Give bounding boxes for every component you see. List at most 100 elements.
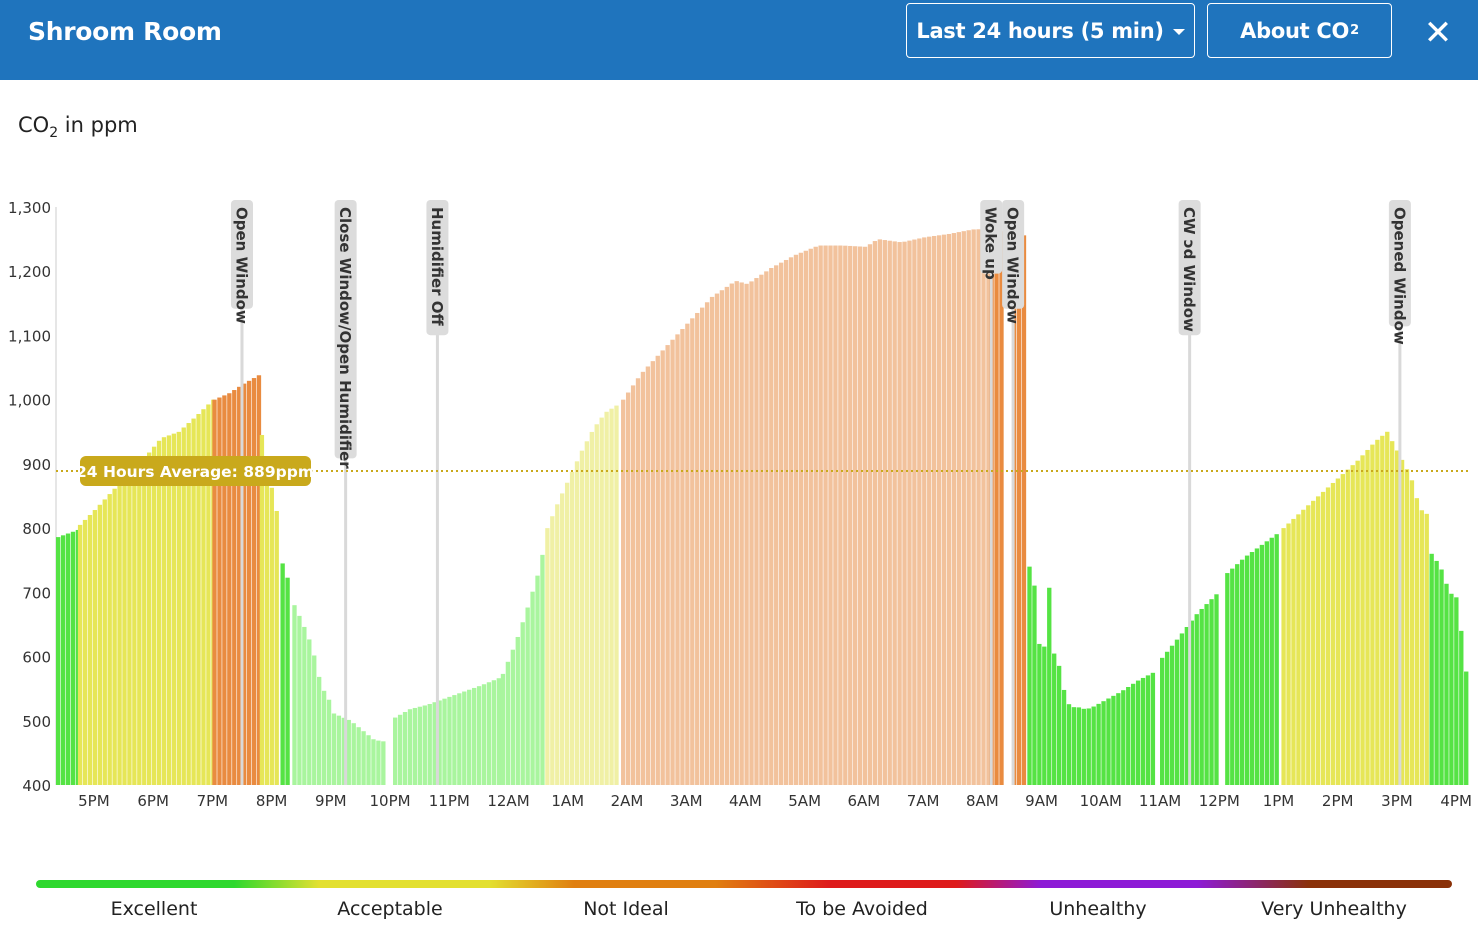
co2-bar	[171, 433, 177, 785]
co2-bar	[986, 228, 991, 785]
event-marker-label: Opened Window	[1390, 207, 1408, 345]
co2-bar	[412, 707, 418, 785]
co2-bar	[361, 731, 366, 785]
co2-bar	[56, 537, 61, 785]
co2-bar	[1076, 707, 1082, 785]
x-tick-label: 5AM	[788, 792, 821, 810]
co2-bar	[217, 397, 222, 785]
co2-bar	[381, 741, 386, 785]
co2-bar	[346, 719, 351, 785]
co2-bar	[307, 639, 312, 785]
co2-bar	[739, 282, 744, 785]
co2-bar	[500, 673, 506, 785]
x-tick-label: 1PM	[1263, 792, 1295, 810]
co2-bar	[356, 727, 361, 785]
co2-bar	[660, 350, 665, 785]
co2-bar	[510, 649, 516, 785]
co2-bar	[788, 257, 794, 785]
event-marker-label: CW ɔd Window	[1180, 207, 1198, 332]
co2-bar	[729, 283, 734, 785]
y-tick-label: 900	[22, 456, 51, 474]
co2-bar	[1444, 583, 1449, 785]
co2-bar	[1071, 707, 1077, 785]
co2-bar	[264, 461, 270, 785]
co2-bar	[621, 399, 626, 785]
co2-bar	[690, 318, 695, 785]
co2-bar	[665, 345, 670, 785]
co2-bar	[936, 235, 942, 785]
co2-bar	[1330, 482, 1336, 785]
event-marker-tag	[980, 200, 1003, 274]
x-tick-label: 1AM	[551, 792, 584, 810]
header-bar: Shroom Room Last 24 hours (5 min) About …	[0, 0, 1478, 80]
co2-bar	[237, 386, 242, 785]
scale-label-excellent: Excellent	[110, 898, 198, 920]
scale-label-very-unhealthy: Very Unhealthy	[1261, 898, 1407, 920]
co2-bar	[1360, 455, 1365, 785]
x-tick-label: 5PM	[78, 792, 110, 810]
co2-bar	[481, 684, 487, 785]
co2-bar	[719, 290, 725, 785]
co2-bar	[336, 715, 342, 785]
co2-bar	[1106, 698, 1111, 785]
co2-bar	[774, 265, 779, 786]
co2-bar	[1032, 585, 1037, 785]
co2-bar	[321, 690, 327, 785]
about-label: About CO	[1240, 18, 1350, 43]
co2-bar	[432, 702, 437, 785]
co2-bar	[655, 355, 660, 785]
co2-bar	[1434, 560, 1439, 785]
co2-bar	[635, 378, 641, 785]
co2-bar	[724, 286, 730, 785]
quality-scale-bar	[36, 880, 1452, 888]
y-tick-label: 600	[22, 649, 51, 667]
co2-bar	[486, 682, 492, 785]
co2-bar	[862, 246, 868, 785]
co2-bar	[1121, 690, 1126, 785]
co2-bar	[1340, 474, 1345, 785]
scale-label-unhealthy: Unhealthy	[1049, 898, 1147, 920]
event-marker-tag	[1388, 200, 1411, 327]
co2-bar	[609, 408, 614, 785]
event-marker-label: Close Window/Open Humidifier	[336, 207, 354, 469]
co2-bar	[151, 446, 157, 785]
co2-bar	[491, 680, 497, 785]
co2-bar	[994, 230, 999, 785]
co2-bar	[112, 488, 117, 785]
co2-bar	[1355, 460, 1360, 785]
co2-bar	[274, 510, 279, 785]
co2-bar	[520, 622, 525, 785]
co2-bar	[331, 713, 337, 785]
x-tick-label: 3PM	[1381, 792, 1413, 810]
co2-bar	[467, 689, 472, 785]
co2-bar	[584, 441, 590, 785]
x-tick-label: 11PM	[429, 792, 470, 810]
co2-bar	[882, 240, 887, 786]
unit-suffix: in ppm	[58, 113, 138, 137]
co2-bar	[302, 626, 307, 785]
time-range-dropdown[interactable]: Last 24 hours (5 min)	[906, 3, 1195, 58]
co2-bar	[437, 700, 442, 785]
co2-bar	[1081, 708, 1086, 785]
co2-bar	[1350, 465, 1355, 785]
co2-bar	[1230, 568, 1235, 785]
co2-bar	[1419, 510, 1424, 785]
co2-bar	[1047, 587, 1052, 785]
co2-bar	[897, 242, 902, 786]
co2-bar	[670, 339, 675, 785]
co2-bar	[1130, 683, 1136, 785]
co2-bar	[1385, 431, 1390, 785]
co2-bar	[1145, 675, 1151, 785]
co2-bar	[1439, 569, 1444, 785]
co2-bar	[902, 241, 907, 785]
co2-bar	[1194, 614, 1199, 785]
co2-bar	[156, 440, 162, 785]
co2-bar	[1209, 599, 1214, 785]
co2-bar	[1269, 537, 1274, 785]
event-marker-label: Humidifier Off	[428, 207, 446, 327]
co2-bar	[1135, 680, 1141, 785]
about-co2-button[interactable]: About CO 2	[1207, 3, 1392, 58]
co2-bar	[599, 417, 604, 785]
close-icon[interactable]: ✕	[1423, 14, 1453, 52]
scale-label-not-ideal: Not Ideal	[583, 898, 669, 920]
